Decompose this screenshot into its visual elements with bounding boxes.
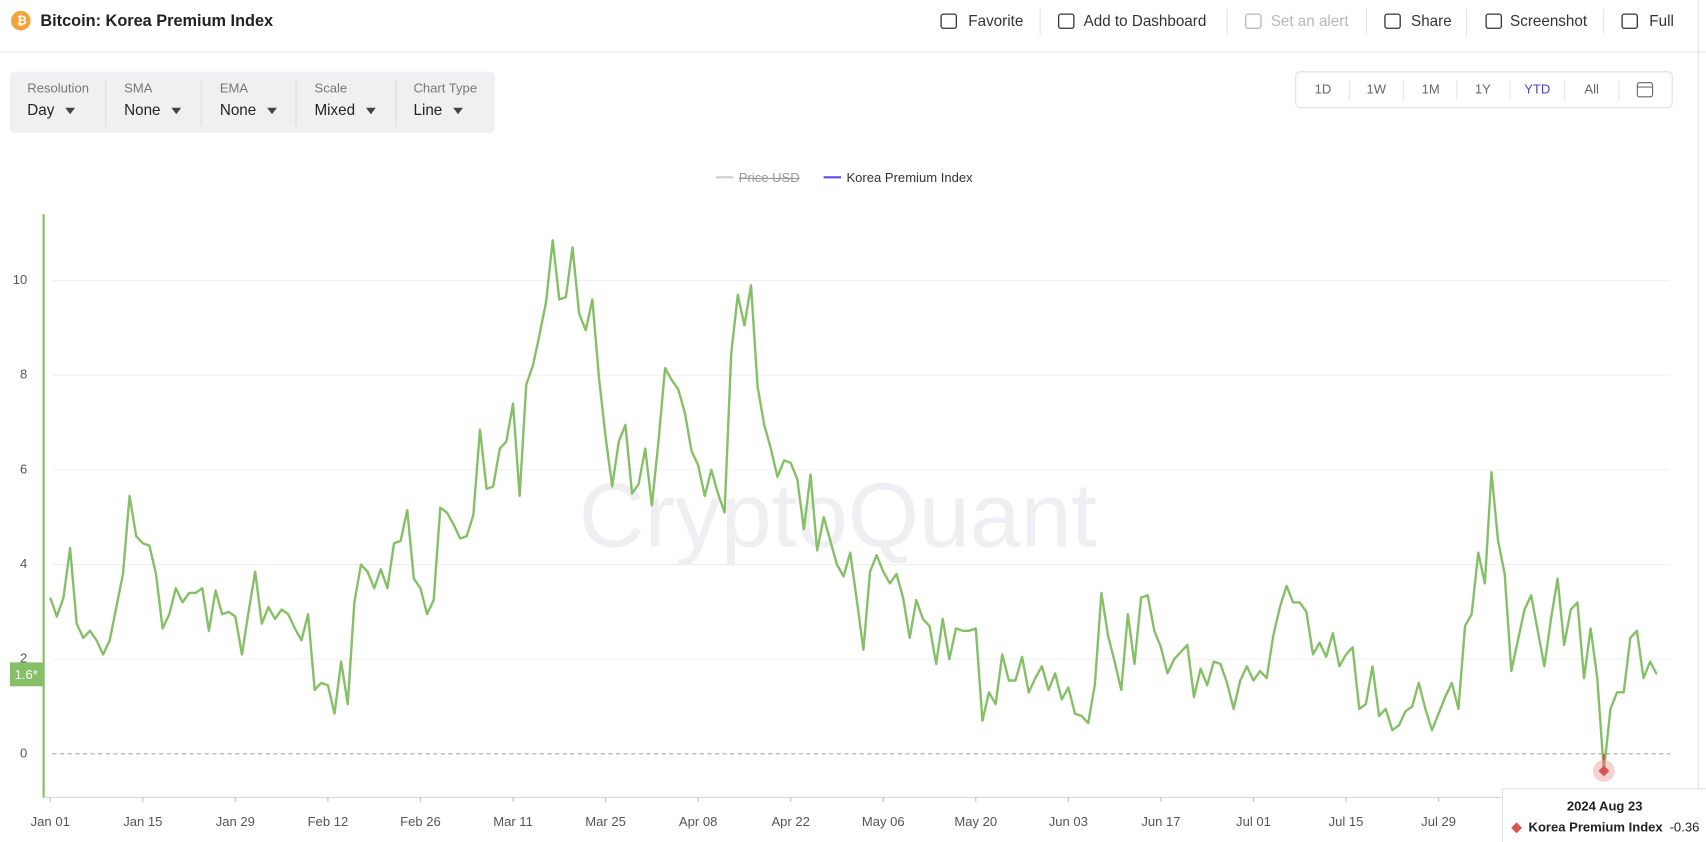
y-tick-label: 2	[20, 651, 27, 666]
range-button[interactable]: All	[1584, 82, 1599, 97]
range-button[interactable]: YTD	[1524, 82, 1550, 97]
x-tick-label: Jul 29	[1421, 814, 1456, 829]
x-tick-label: Feb 12	[308, 814, 349, 829]
action-button[interactable]: Add to Dashboard	[1084, 13, 1207, 30]
legend-label[interactable]: Price USD	[739, 170, 800, 185]
control-label: Scale	[315, 81, 348, 96]
tooltip-date: 2024 Aug 23	[1567, 799, 1643, 814]
control-label: Resolution	[27, 81, 89, 96]
range-selector	[1295, 71, 1673, 109]
action-icon[interactable]	[940, 13, 957, 29]
y-tick-label: 8	[20, 367, 27, 382]
bitcoin-icon	[11, 10, 31, 31]
x-tick-label: Jul 15	[1329, 814, 1364, 829]
action-button[interactable]: Share	[1411, 13, 1452, 30]
range-button[interactable]: 1W	[1366, 82, 1386, 97]
tooltip-box	[1501, 788, 1706, 842]
y-tick-label: 0	[20, 745, 27, 760]
dropdown-arrow[interactable]	[65, 107, 76, 115]
x-tick-label: Jan 01	[31, 814, 70, 829]
range-button[interactable]: 1D	[1315, 82, 1332, 97]
y-tick-label: 4	[20, 556, 27, 571]
watermark: CryptoQuant	[579, 464, 1097, 566]
action-icon[interactable]	[1057, 13, 1075, 29]
x-tick-label: Jul 01	[1236, 814, 1271, 829]
x-tick-label: May 06	[862, 814, 905, 829]
control-value[interactable]: None	[220, 102, 256, 119]
dropdown-arrow[interactable]	[267, 107, 277, 115]
control-value[interactable]: Mixed	[315, 102, 356, 119]
tooltip-series: Korea Premium Index	[1529, 819, 1664, 834]
x-tick-label: Mar 25	[585, 814, 626, 829]
x-tick-label: Mar 11	[493, 814, 533, 829]
legend-label[interactable]: Korea Premium Index	[846, 170, 973, 185]
x-tick-label: Apr 08	[679, 814, 717, 829]
current-value-box	[9, 662, 43, 687]
x-tick-label: Jun 03	[1049, 814, 1088, 829]
control-value[interactable]: Day	[27, 102, 54, 119]
action-button[interactable]: Full	[1649, 13, 1674, 30]
y-tick-label: 6	[20, 461, 27, 476]
calendar-button[interactable]	[1636, 82, 1654, 98]
x-tick-label: Jan 15	[123, 814, 162, 829]
current-value-label: 1.6*	[15, 667, 38, 682]
x-tick-label: Feb 26	[400, 814, 441, 829]
tooltip-value: -0.36	[1670, 819, 1700, 834]
action-button[interactable]: Screenshot	[1510, 13, 1588, 30]
control-label: SMA	[124, 81, 153, 96]
dropdown-arrow[interactable]	[171, 107, 182, 115]
x-tick-label: Apr 22	[771, 814, 809, 829]
bitcoin-glyph: ₿	[17, 13, 27, 27]
action-button[interactable]: Favorite	[968, 13, 1023, 30]
action-icon[interactable]	[1485, 13, 1503, 29]
data-line	[49, 239, 1658, 773]
control-label: EMA	[220, 81, 249, 96]
page-title: Bitcoin: Korea Premium Index	[40, 12, 273, 30]
x-tick-label: May 20	[954, 814, 997, 829]
control-value[interactable]: Line	[414, 102, 443, 119]
action-icon[interactable]	[1245, 13, 1262, 29]
range-button[interactable]: 1Y	[1475, 82, 1491, 97]
control-value[interactable]: None	[124, 102, 160, 119]
action-icon[interactable]	[1384, 13, 1401, 29]
controls-panel	[9, 71, 496, 133]
action-button[interactable]: Set an alert	[1271, 13, 1350, 30]
dropdown-arrow[interactable]	[453, 107, 463, 115]
action-icon[interactable]	[1621, 13, 1638, 29]
range-button[interactable]: 1M	[1422, 82, 1440, 97]
y-tick-label: 10	[13, 272, 28, 287]
tooltip-swatch	[1511, 822, 1523, 834]
x-tick-label: Jan 29	[216, 814, 255, 829]
control-label: Chart Type	[414, 81, 478, 96]
x-tick-label: Jun 17	[1141, 814, 1180, 829]
dropdown-arrow[interactable]	[365, 107, 376, 115]
